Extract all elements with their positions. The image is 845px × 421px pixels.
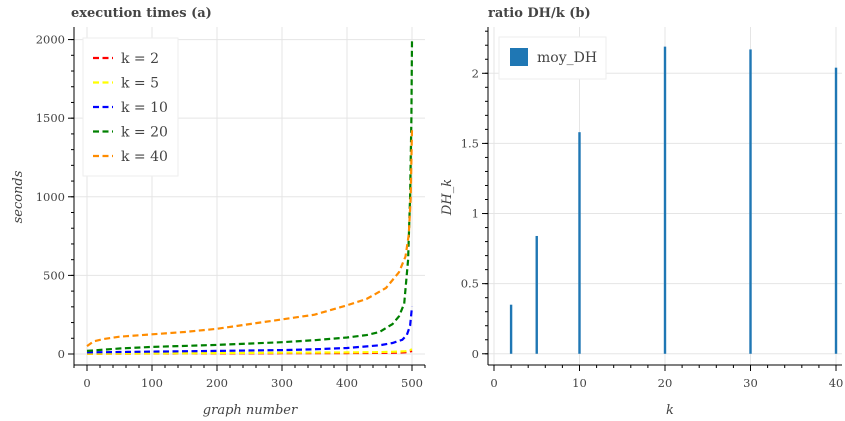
legend: moy_DH [498, 36, 607, 80]
legend-entry: k = 40 [121, 149, 168, 165]
execution-times-chart: execution times (a) 0 100 200 300 400 500 0 500… [11, 6, 426, 418]
bar [749, 49, 752, 354]
x-tick-label: 400 [336, 376, 358, 390]
x-tick-label: 300 [271, 376, 293, 390]
axes [68, 27, 426, 371]
y-tick-label: 2000 [36, 33, 65, 47]
legend-swatch [510, 48, 528, 66]
chart-title: execution times (a) [71, 6, 212, 21]
legend: k = 2 k = 5 k = 10 k = 20 k = 40 [82, 37, 179, 177]
bar [834, 67, 838, 354]
axes [482, 27, 842, 371]
legend-entry: k = 5 [121, 76, 159, 92]
tick-labels: 0 100 200 300 400 500 0 500 1000 1500 2000 [36, 33, 423, 390]
series-line [86, 39, 414, 352]
ratio-chart: ratio DH/k (b) 0 10 20 30 40 0 0.5 1 1.5 2 k DH_k… [440, 6, 843, 418]
bar [578, 132, 581, 354]
x-tick-label: 10 [572, 376, 587, 390]
y-tick-label: 1000 [36, 190, 65, 204]
y-tick-label: 1500 [36, 111, 65, 125]
x-axis-label: k [666, 403, 674, 418]
y-axis-label: seconds [11, 170, 26, 223]
x-tick-label: 0 [83, 376, 90, 390]
legend-entry: k = 20 [121, 125, 168, 141]
y-tick-label: 500 [43, 268, 65, 282]
series-line [86, 348, 413, 355]
chart-title: ratio DH/k (b) [488, 6, 591, 21]
y-tick-label: 1.5 [461, 136, 479, 150]
bar [535, 235, 538, 354]
x-tick-label: 100 [141, 376, 163, 390]
x-tick-label: 0 [490, 376, 497, 390]
legend-entry: moy_DH [537, 50, 597, 66]
series-line [86, 127, 414, 347]
legend-entry: k = 10 [121, 100, 168, 116]
y-tick-label: 0 [472, 347, 479, 361]
bar [509, 304, 513, 354]
x-tick-label: 500 [401, 376, 423, 390]
tick-labels: 0 10 20 30 40 0 0.5 1 1.5 2 [461, 66, 844, 390]
y-axis-label: DH_k [440, 179, 455, 216]
y-tick-label: 1 [472, 207, 479, 221]
x-axis-label: graph number [203, 403, 298, 418]
y-tick-label: 0.5 [461, 277, 479, 291]
y-tick-label: 2 [472, 66, 479, 80]
bar [663, 46, 667, 354]
x-tick-label: 20 [658, 376, 673, 390]
y-tick-label: 0 [58, 347, 65, 361]
series-lines [86, 39, 414, 355]
series-line [86, 306, 414, 354]
x-tick-label: 200 [206, 376, 228, 390]
bars [509, 46, 838, 354]
x-tick-label: 40 [829, 376, 844, 390]
x-tick-label: 30 [743, 376, 758, 390]
legend-entry: k = 2 [121, 51, 159, 67]
